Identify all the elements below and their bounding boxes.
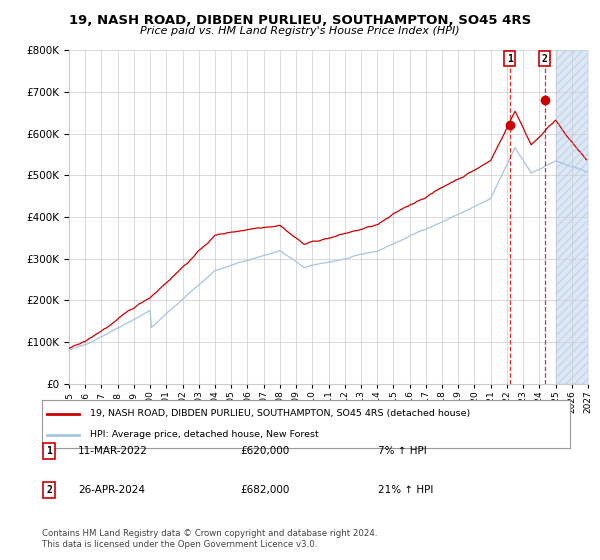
Text: 19, NASH ROAD, DIBDEN PURLIEU, SOUTHAMPTON, SO45 4RS: 19, NASH ROAD, DIBDEN PURLIEU, SOUTHAMPT… [69, 14, 531, 27]
Text: 1: 1 [507, 54, 513, 64]
Text: £682,000: £682,000 [240, 485, 289, 495]
Text: £620,000: £620,000 [240, 446, 289, 456]
Text: 11-MAR-2022: 11-MAR-2022 [78, 446, 148, 456]
Text: 19, NASH ROAD, DIBDEN PURLIEU, SOUTHAMPTON, SO45 4RS (detached house): 19, NASH ROAD, DIBDEN PURLIEU, SOUTHAMPT… [89, 409, 470, 418]
Text: HPI: Average price, detached house, New Forest: HPI: Average price, detached house, New … [89, 430, 318, 439]
Text: 7% ↑ HPI: 7% ↑ HPI [378, 446, 427, 456]
Text: 1: 1 [46, 446, 52, 456]
Text: Price paid vs. HM Land Registry's House Price Index (HPI): Price paid vs. HM Land Registry's House … [140, 26, 460, 36]
Text: 2: 2 [46, 485, 52, 495]
Text: Contains HM Land Registry data © Crown copyright and database right 2024.
This d: Contains HM Land Registry data © Crown c… [42, 529, 377, 549]
Text: 26-APR-2024: 26-APR-2024 [78, 485, 145, 495]
Text: 2: 2 [542, 54, 547, 64]
Text: 21% ↑ HPI: 21% ↑ HPI [378, 485, 433, 495]
